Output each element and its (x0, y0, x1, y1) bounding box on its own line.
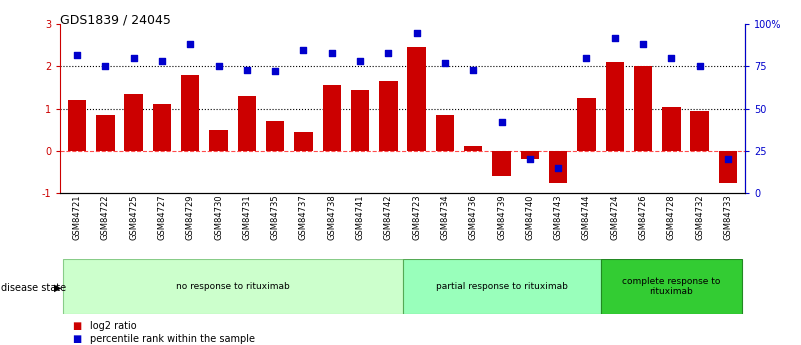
Bar (521, 151, 539, 159)
Text: GSM84727: GSM84727 (158, 195, 167, 240)
Point (269, 69, 282, 74)
Text: GSM84741: GSM84741 (356, 195, 364, 240)
Point (70, 52, 83, 57)
Point (297, 47, 310, 52)
Text: GSM84729: GSM84729 (186, 195, 195, 240)
Text: GSM84736: GSM84736 (469, 195, 477, 240)
Text: GSM84737: GSM84737 (299, 195, 308, 240)
FancyBboxPatch shape (63, 259, 402, 314)
Point (382, 50, 395, 56)
Bar (408, 47, 426, 151)
Bar (238, 96, 256, 151)
Point (155, 59, 168, 64)
Point (438, 60, 451, 66)
Text: disease state: disease state (1, 283, 66, 293)
Text: GSM84725: GSM84725 (129, 195, 138, 240)
Text: GSM84731: GSM84731 (243, 195, 252, 240)
Text: ■: ■ (72, 334, 82, 344)
Text: ▶: ▶ (54, 283, 62, 293)
Text: GSM84723: GSM84723 (413, 195, 421, 240)
Bar (96, 115, 115, 151)
Point (722, 157, 735, 162)
Text: no response to rituximab: no response to rituximab (176, 282, 290, 291)
Text: GSM84730: GSM84730 (214, 195, 223, 240)
Bar (323, 86, 341, 151)
Point (325, 50, 338, 56)
Text: ■: ■ (72, 321, 82, 331)
Point (665, 55, 678, 61)
Bar (549, 151, 567, 183)
Point (580, 55, 593, 61)
Text: GSM84732: GSM84732 (695, 195, 704, 240)
Point (552, 165, 565, 171)
Point (608, 35, 621, 40)
Bar (464, 146, 482, 151)
Text: GSM84724: GSM84724 (610, 195, 619, 240)
Text: GSM84743: GSM84743 (553, 195, 562, 240)
Bar (68, 100, 87, 151)
Text: percentile rank within the sample: percentile rank within the sample (90, 334, 255, 344)
Bar (662, 107, 681, 151)
Text: GSM84726: GSM84726 (638, 195, 647, 240)
Point (467, 67, 480, 72)
Text: GSM84740: GSM84740 (525, 195, 534, 240)
Bar (294, 132, 312, 151)
Text: GSM84721: GSM84721 (73, 195, 82, 240)
Point (495, 119, 508, 125)
Point (693, 63, 706, 69)
Text: complete response to
rituximab: complete response to rituximab (622, 277, 721, 296)
Bar (718, 151, 737, 183)
Point (523, 157, 536, 162)
Text: GSM84735: GSM84735 (271, 195, 280, 240)
Text: log2 ratio: log2 ratio (90, 321, 136, 331)
FancyBboxPatch shape (601, 259, 742, 314)
Text: GSM84734: GSM84734 (441, 195, 449, 240)
Bar (153, 105, 171, 151)
Point (637, 42, 650, 47)
Text: GSM84738: GSM84738 (328, 195, 336, 240)
Text: GSM84728: GSM84728 (667, 195, 676, 240)
Text: GDS1839 / 24045: GDS1839 / 24045 (60, 14, 171, 27)
Point (127, 55, 140, 61)
Bar (181, 75, 199, 151)
Bar (124, 94, 143, 151)
Text: GSM84722: GSM84722 (101, 195, 110, 240)
Bar (634, 66, 652, 151)
Bar (606, 62, 624, 151)
Text: GSM84733: GSM84733 (723, 195, 732, 240)
Point (99, 63, 112, 69)
Point (410, 30, 423, 36)
Point (354, 59, 367, 64)
Point (184, 42, 197, 47)
Bar (209, 130, 227, 151)
FancyBboxPatch shape (402, 259, 601, 314)
Bar (493, 151, 511, 176)
Text: GSM84739: GSM84739 (497, 195, 506, 240)
Bar (436, 115, 454, 151)
Bar (379, 81, 397, 151)
Bar (690, 111, 709, 151)
Bar (351, 90, 369, 151)
Text: GSM84742: GSM84742 (384, 195, 392, 240)
Text: partial response to rituximab: partial response to rituximab (436, 282, 567, 291)
Bar (578, 98, 596, 151)
Point (212, 63, 225, 69)
Text: GSM84744: GSM84744 (582, 195, 591, 240)
Bar (266, 121, 284, 151)
Point (240, 67, 253, 72)
